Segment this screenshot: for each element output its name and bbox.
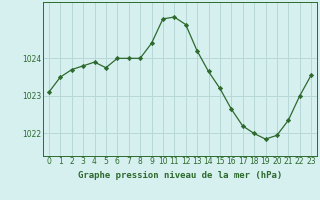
- X-axis label: Graphe pression niveau de la mer (hPa): Graphe pression niveau de la mer (hPa): [78, 171, 282, 180]
